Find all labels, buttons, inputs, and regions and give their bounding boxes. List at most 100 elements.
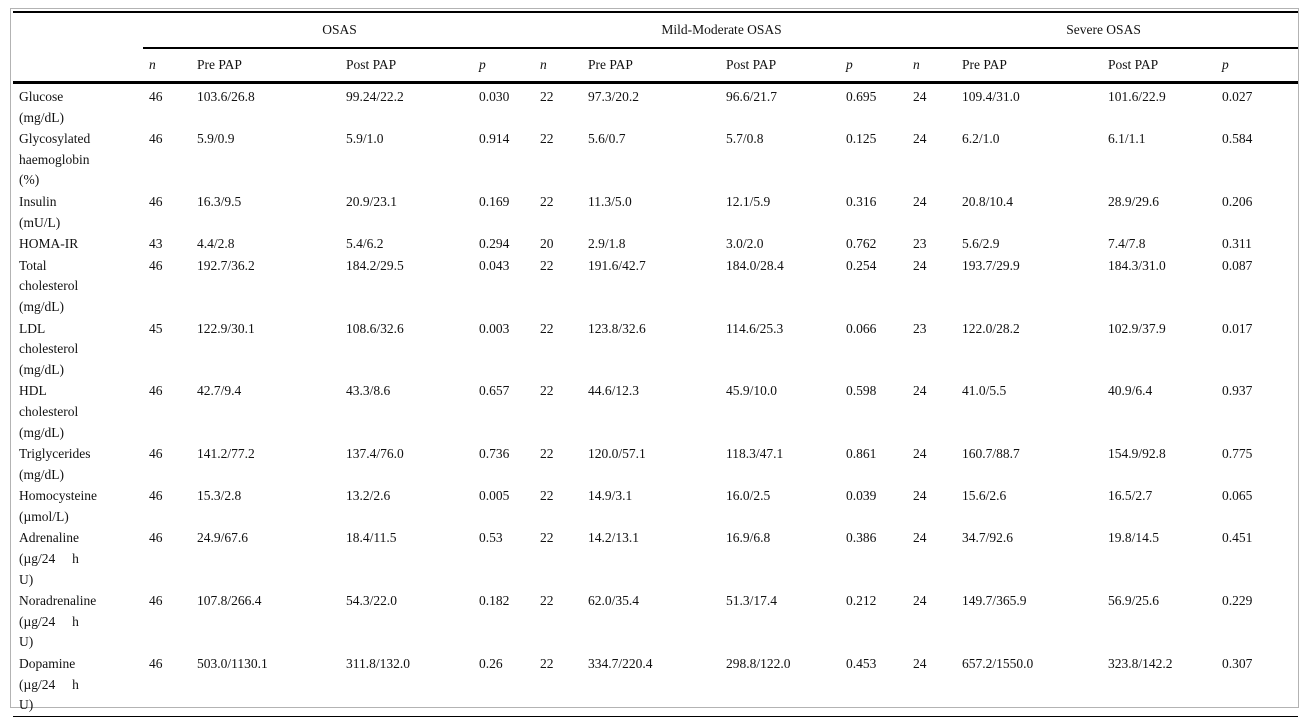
cell-value: 46 <box>149 193 163 209</box>
row-label: Glycosylated haemoglobin (%) <box>19 131 91 188</box>
cell-value: 0.736 <box>479 446 510 462</box>
cell-value: 16.0/2.5 <box>726 488 771 504</box>
cell-value: 503.0/1130.1 <box>197 656 268 672</box>
cell-value: 20.8/10.4 <box>962 193 1014 209</box>
row-label: HDL cholesterol (mg/dL) <box>19 383 79 440</box>
row-label: Triglycerides (mg/dL) <box>19 446 91 482</box>
cell-value: 97.3/20.2 <box>588 89 640 104</box>
row-label: HOMA-IR <box>19 236 79 252</box>
cell-value: 160.7/88.7 <box>962 446 1020 462</box>
cell-value: 118.3/47.1 <box>726 446 784 462</box>
row-label: Noradrenaline (µg/24 h U) <box>19 593 97 650</box>
table-row: Glycosylated haemoglobin (%) 46 5.9/0.9 5.9/1… <box>13 128 1298 191</box>
cell-value: 0.182 <box>479 593 510 609</box>
cell-value: 16.5/2.7 <box>1108 488 1153 504</box>
cell-value: 0.937 <box>1222 383 1253 399</box>
cell-value: 6.1/1.1 <box>1108 131 1146 147</box>
cell-value: 0.316 <box>846 193 877 209</box>
col-header-post-pap-severe: Post PAP <box>1102 48 1217 84</box>
cell-value: 19.8/14.5 <box>1108 530 1160 546</box>
cell-value: 22 <box>540 320 554 336</box>
cell-value: 42.7/9.4 <box>197 383 242 399</box>
cell-value: 0.914 <box>479 131 510 147</box>
cell-value: 24 <box>913 530 927 546</box>
cell-value: 22 <box>540 593 554 609</box>
cell-value: 22 <box>540 193 554 209</box>
cell-value: 46 <box>149 131 163 147</box>
col-header-pre-pap-severe: Pre PAP <box>956 48 1103 84</box>
cell-value: 311.8/132.0 <box>346 656 410 672</box>
cell-value: 3.0/2.0 <box>726 236 764 252</box>
cell-value: 108.6/32.6 <box>346 320 404 336</box>
col-header-p-mild-moderate: p <box>840 48 908 84</box>
cell-value: 22 <box>540 257 554 273</box>
cell-value: 0.311 <box>1222 236 1252 252</box>
cell-value: 62.0/35.4 <box>588 593 640 609</box>
table-row: Dopamine (µg/24 h U) 46 503.0/1130.1 311.8/13… <box>13 653 1298 717</box>
row-label: Total cholesterol (mg/dL) <box>19 257 79 314</box>
cell-value: 40.9/6.4 <box>1108 383 1153 399</box>
cell-value: 24.9/67.6 <box>197 530 249 546</box>
cell-value: 0.598 <box>846 383 877 399</box>
cell-value: 114.6/25.3 <box>726 320 784 336</box>
cell-value: 41.0/5.5 <box>962 383 1007 399</box>
row-label: LDL cholesterol (mg/dL) <box>19 320 79 377</box>
row-label: Adrenaline (µg/24 h U) <box>19 530 79 587</box>
table-row: Triglycerides (mg/dL) 46 141.2/77.2 137.4/76… <box>13 443 1298 485</box>
corner-cell <box>13 12 143 84</box>
cell-value: 46 <box>149 593 163 609</box>
cell-value: 0.017 <box>1222 320 1253 336</box>
cell-value: 0.657 <box>479 383 510 399</box>
cell-value: 22 <box>540 131 554 147</box>
cell-value: 0.005 <box>479 488 510 504</box>
cell-value: 323.8/142.2 <box>1108 656 1173 672</box>
cell-value: 51.3/17.4 <box>726 593 778 609</box>
cell-value: 0.169 <box>479 193 510 209</box>
cell-value: 43.3/8.6 <box>346 383 391 399</box>
col-header-post-pap-osas: Post PAP <box>340 48 473 84</box>
table-row: Insulin (mU/L) 46 16.3/9.5 20.9/23.1 0.169 22 1… <box>13 191 1298 233</box>
row-label: Insulin (mU/L) <box>19 193 61 230</box>
cell-value: 0.294 <box>479 236 510 252</box>
cell-value: 46 <box>149 89 163 104</box>
cell-value: 54.3/22.0 <box>346 593 398 609</box>
cell-value: 46 <box>149 446 163 462</box>
cell-value: 99.24/22.2 <box>346 89 404 104</box>
cell-value: 102.9/37.9 <box>1108 320 1166 336</box>
cell-value: 137.4/76.0 <box>346 446 404 462</box>
cell-value: 23 <box>913 320 927 336</box>
cell-value: 107.8/266.4 <box>197 593 262 609</box>
cell-value: 192.7/36.2 <box>197 257 255 273</box>
cell-value: 24 <box>913 257 927 273</box>
cell-value: 46 <box>149 488 163 504</box>
cell-value: 34.7/92.6 <box>962 530 1014 546</box>
col-header-pre-pap-osas: Pre PAP <box>191 48 340 84</box>
cell-value: 22 <box>540 530 554 546</box>
cell-value: 6.2/1.0 <box>962 131 1000 147</box>
cell-value: 123.8/32.6 <box>588 320 646 336</box>
cell-value: 191.6/42.7 <box>588 257 646 273</box>
cell-value: 0.861 <box>846 446 877 462</box>
group-header-mild-moderate-osas: Mild-Moderate OSAS <box>534 12 908 49</box>
cell-value: 56.9/25.6 <box>1108 593 1160 609</box>
cell-value: 184.3/31.0 <box>1108 257 1166 273</box>
cell-value: 334.7/220.4 <box>588 656 653 672</box>
row-label: Dopamine (µg/24 h U) <box>19 656 79 713</box>
cell-value: 0.386 <box>846 530 877 546</box>
cell-value: 0.695 <box>846 89 877 104</box>
table-row: Homocysteine (µmol/L) 46 15.3/2.8 13.2/2.6 0.… <box>13 485 1298 527</box>
cell-value: 24 <box>913 656 927 672</box>
cell-value: 12.1/5.9 <box>726 193 771 209</box>
cell-value: 0.087 <box>1222 257 1253 273</box>
cell-value: 193.7/29.9 <box>962 257 1020 273</box>
table-row: Noradrenaline (µg/24 h U) 46 107.8/266.4 54.3… <box>13 590 1298 653</box>
cell-value: 0.762 <box>846 236 877 252</box>
col-header-p-osas: p <box>473 48 535 84</box>
cell-value: 0.125 <box>846 131 877 147</box>
col-header-n-osas: n <box>143 48 191 84</box>
cell-value: 96.6/21.7 <box>726 89 778 104</box>
results-table: OSAS Mild-Moderate OSAS Severe OSAS n Pr… <box>13 11 1299 717</box>
cell-value: 22 <box>540 488 554 504</box>
cell-value: 122.9/30.1 <box>197 320 255 336</box>
cell-value: 20.9/23.1 <box>346 193 398 209</box>
